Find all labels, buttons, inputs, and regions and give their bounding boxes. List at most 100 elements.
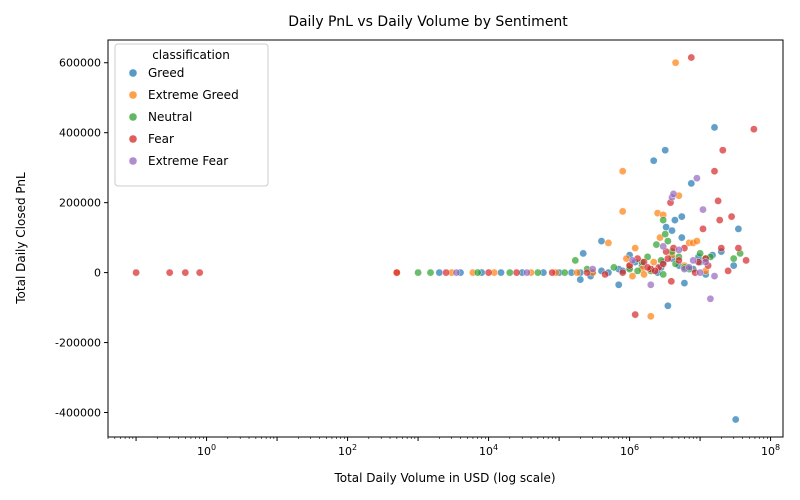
point-extreme-greed (631, 244, 640, 252)
point-greed (680, 279, 689, 287)
point-extreme-fear (647, 280, 655, 289)
legend-title: classification (152, 48, 230, 62)
point-greed (671, 216, 679, 224)
point-extreme-greed (647, 312, 655, 321)
y-tick-label: 600000 (59, 57, 101, 70)
point-extreme-fear (693, 174, 701, 182)
point-fear (667, 277, 676, 286)
point-greed (661, 146, 670, 154)
legend-marker (128, 134, 138, 144)
x-tick-label: 104 (479, 443, 498, 458)
point-fear (719, 146, 727, 154)
point-fear (640, 258, 648, 266)
point-fear (165, 268, 174, 277)
point-fear (618, 268, 627, 277)
y-tick-label: 400000 (59, 127, 101, 140)
x-tick-label: 108 (761, 443, 780, 458)
points-layer (132, 53, 758, 424)
y-axis-ticks: 600000 400000 200000 0 -200000 -400000 (55, 57, 108, 420)
y-tick-label: 200000 (59, 197, 101, 210)
legend-label: Greed (148, 66, 184, 80)
point-fear (715, 216, 724, 224)
point-fear (631, 310, 640, 319)
legend-label: Fear (148, 132, 174, 146)
point-fear (717, 244, 726, 252)
point-greed (579, 249, 588, 258)
y-tick-label: -400000 (55, 407, 101, 420)
point-fear (664, 254, 672, 263)
point-fear (601, 270, 609, 279)
legend-marker (128, 112, 138, 122)
point-extreme-fear (452, 268, 461, 277)
point-fear (484, 268, 493, 277)
point-extreme-fear (659, 242, 668, 251)
x-tick-label: 106 (620, 443, 639, 458)
point-neutral (473, 268, 482, 277)
legend: classification Greed Extreme Greed Neutral… (114, 43, 269, 187)
point-fear (724, 267, 732, 275)
point-greed (668, 226, 676, 235)
point-extreme-greed (573, 268, 581, 277)
point-greed (729, 261, 738, 270)
point-fear (643, 263, 652, 272)
point-extreme-greed (640, 270, 648, 279)
point-extreme-fear (699, 205, 707, 214)
legend-label: Neutral (148, 110, 192, 124)
point-neutral (696, 249, 704, 258)
point-fear (442, 268, 450, 277)
point-neutral (661, 230, 670, 238)
point-greed (435, 268, 444, 277)
point-greed (597, 237, 606, 245)
point-neutral (659, 270, 668, 279)
point-extreme-fear (675, 246, 683, 254)
point-fear (742, 256, 750, 265)
point-neutral (505, 268, 514, 277)
point-fear (734, 244, 743, 252)
point-extreme-fear (669, 190, 678, 198)
point-fear (512, 268, 521, 277)
legend-box (114, 43, 269, 187)
point-fear (750, 125, 758, 133)
point-neutral (633, 267, 642, 275)
point-extreme-fear (706, 294, 715, 303)
plot-frame (107, 39, 784, 438)
x-tick-label: 102 (338, 443, 357, 458)
point-extreme-greed (656, 233, 664, 242)
point-greed (576, 275, 585, 284)
legend-marker (128, 156, 138, 166)
legend-marker (128, 68, 138, 78)
point-neutral (571, 256, 580, 265)
point-greed (734, 225, 743, 233)
point-fear (195, 268, 204, 277)
point-greed (678, 212, 686, 221)
point-extreme-greed (618, 207, 627, 216)
point-extreme-greed (693, 237, 701, 245)
point-extreme-greed (618, 167, 627, 175)
point-extreme-fear (685, 263, 694, 272)
point-extreme-greed (628, 272, 637, 280)
point-extreme-fear (628, 256, 637, 265)
point-extreme-fear (710, 272, 719, 280)
point-fear (675, 256, 683, 265)
point-fear (548, 268, 557, 277)
point-greed (497, 268, 505, 277)
point-fear (132, 268, 140, 277)
point-neutral (643, 253, 652, 261)
point-fear (181, 268, 190, 277)
point-extreme-fear (696, 268, 704, 277)
point-greed (614, 280, 623, 289)
legend-label: Extreme Fear (148, 154, 228, 168)
point-neutral (610, 263, 618, 272)
point-extreme-fear (701, 258, 710, 266)
point-extreme-fear (523, 268, 531, 277)
point-fear (687, 53, 696, 62)
point-neutral (534, 268, 542, 277)
point-neutral (652, 240, 661, 249)
x-tick-label: 100 (197, 443, 216, 458)
point-greed (710, 123, 719, 132)
point-fear (659, 260, 668, 268)
point-neutral (659, 216, 668, 224)
point-neutral (414, 268, 422, 277)
point-extreme-fear (689, 256, 698, 265)
